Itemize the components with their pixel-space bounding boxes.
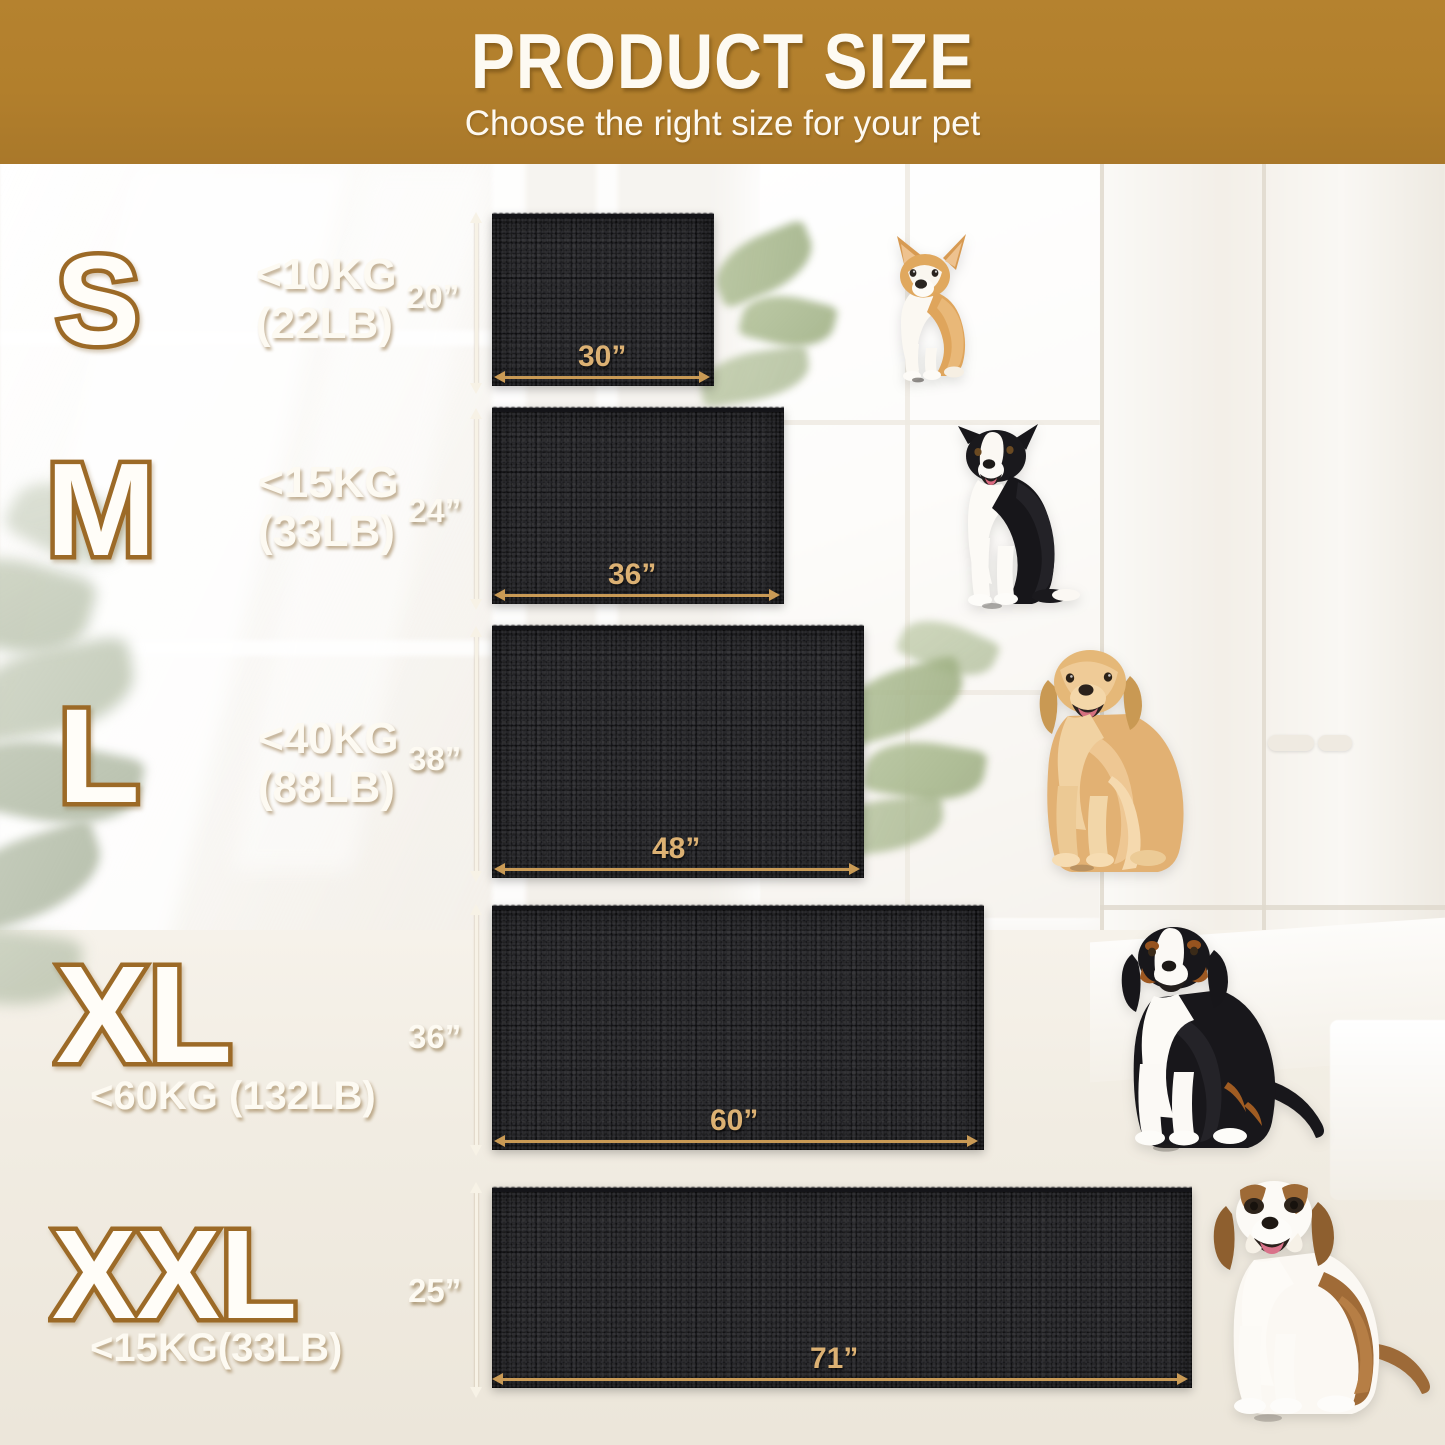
size-row-xxl[interactable]: <15KG(33LB) (68, 1186, 498, 1396)
weight-line-2: (88LB) (258, 763, 395, 813)
page-title: PRODUCT SIZE (470, 17, 975, 105)
size-row-s[interactable]: <10KG (22LB) (68, 216, 498, 396)
cabinet-edge (1100, 158, 1104, 938)
width-dimension-arrow-xxl (492, 1373, 1188, 1385)
golden-retriever-dog (1016, 636, 1206, 876)
cabinet-handle[interactable] (1268, 735, 1314, 751)
mat-xl[interactable] (492, 902, 984, 1150)
size-row-m[interactable]: <15KG (33LB) (68, 412, 498, 612)
height-dimension-arrow-xxl (470, 1182, 482, 1398)
height-label-l: 38” (408, 740, 462, 777)
cabinet-edge (1262, 158, 1266, 938)
width-label-m: 36” (608, 558, 657, 591)
size-letter-m: M (42, 436, 161, 583)
weight-text: <60KG (132LB) (90, 1074, 376, 1119)
border-collie-dog (944, 412, 1114, 612)
saint-bernard-dog (1196, 1168, 1434, 1430)
width-dimension-arrow-xl (494, 1135, 978, 1147)
weight-text: <40KG (88LB) (258, 714, 399, 813)
height-dimension-arrow-s (470, 212, 482, 394)
size-letter-xl: XL (51, 938, 236, 1092)
height-dimension-arrow-l (470, 626, 482, 882)
corgi-dog (880, 228, 990, 383)
mat-s[interactable] (492, 210, 714, 386)
width-dimension-arrow-m (494, 589, 780, 601)
weight-text: <15KG (33LB) (258, 458, 399, 557)
height-dimension-arrow-xl (470, 904, 482, 1156)
size-letter-l: L (54, 682, 145, 831)
weight-line-2: (22LB) (256, 299, 393, 349)
window-mullion (905, 158, 910, 918)
weight-line-1: <15KG (258, 458, 399, 507)
window-mullion (760, 420, 1100, 425)
width-label-l: 48” (652, 832, 701, 865)
size-row-l[interactable]: <40KG (88LB) (68, 628, 498, 882)
mat-l[interactable] (492, 622, 864, 878)
weight-line-inline: <15KG(33LB) (90, 1326, 343, 1370)
page-subtitle: Choose the right size for your pet (464, 104, 981, 143)
height-label-m: 24” (408, 492, 462, 529)
width-label-s: 30” (578, 340, 627, 373)
cabinet-edge (1100, 905, 1445, 910)
size-letter-xxl: XXL (47, 1204, 301, 1345)
header-banner: PRODUCT SIZE Choose the right size for y… (0, 0, 1445, 164)
weight-line-1: <10KG (256, 250, 397, 299)
weight-line-2: (33LB) (258, 507, 395, 557)
cabinet-handle[interactable] (1318, 735, 1352, 751)
width-label-xxl: 71” (810, 1342, 859, 1375)
height-label-xl: 36” (408, 1018, 462, 1055)
width-dimension-arrow-s (494, 371, 710, 383)
size-row-xl[interactable]: <60KG (132LB) (68, 906, 498, 1154)
weight-line-inline: <60KG (132LB) (90, 1074, 376, 1118)
height-label-s: 20” (406, 278, 460, 315)
mat-m[interactable] (492, 404, 784, 604)
bernese-mountain-dog (1098, 912, 1328, 1160)
size-letter-s: S (51, 230, 144, 371)
width-dimension-arrow-l (494, 863, 860, 875)
counter (1330, 1020, 1445, 1200)
height-label-xxl: 25” (408, 1272, 462, 1309)
weight-text: <10KG (22LB) (256, 250, 397, 349)
width-label-xl: 60” (710, 1104, 759, 1137)
weight-text: <15KG(33LB) (90, 1326, 342, 1371)
mat-xxl[interactable] (492, 1184, 1192, 1388)
weight-line-1: <40KG (258, 714, 399, 763)
height-dimension-arrow-m (470, 408, 482, 610)
